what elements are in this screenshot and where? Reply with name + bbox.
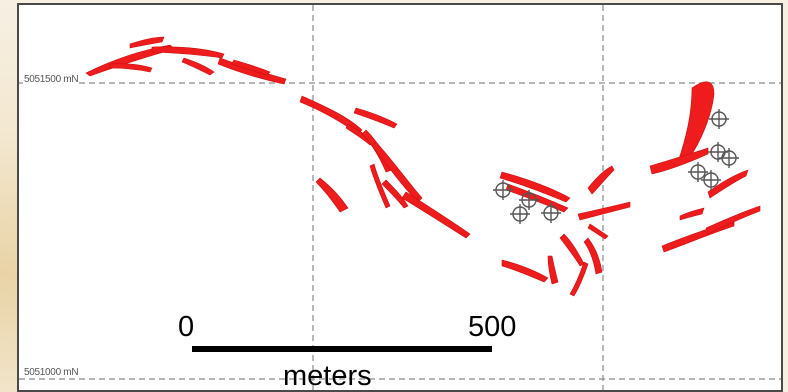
- vein-group-west: [85, 36, 287, 85]
- vein-shape: [547, 255, 559, 285]
- vein-shape: [577, 201, 631, 221]
- crosshair-circle-icon: [541, 203, 561, 223]
- vein-shape: [501, 259, 549, 283]
- vein-group-southeast: [499, 165, 631, 297]
- scale-bar-end-label: 500: [468, 311, 517, 343]
- vein-shape: [401, 191, 471, 239]
- vein-shape: [369, 163, 391, 209]
- drill-holes: [493, 109, 739, 224]
- vein-shape: [569, 261, 589, 297]
- vein-shape: [677, 81, 715, 163]
- scale-bar-start-label: 0: [178, 311, 195, 343]
- vein-group-east: [649, 81, 761, 253]
- crosshair-circle-icon: [493, 180, 513, 200]
- vein-shape: [559, 233, 585, 267]
- crosshair-circle-icon: [719, 148, 739, 168]
- scale-bar-unit-label: meters: [283, 360, 372, 392]
- vein-shape: [381, 179, 409, 209]
- vein-shape: [587, 165, 615, 195]
- crosshair-circle-icon: [688, 162, 708, 182]
- vein-shape: [129, 36, 165, 49]
- northing-label-lower: 5051000 mN: [23, 367, 80, 378]
- map-canvas: [19, 5, 781, 390]
- northing-label-upper: 5051500 mN: [23, 74, 80, 85]
- vein-shape: [679, 207, 705, 221]
- vein-shape: [151, 46, 225, 59]
- crosshair-circle-icon: [519, 190, 539, 210]
- crosshair-circle-icon: [709, 109, 729, 129]
- map-frame: 5051500 mN 5051000 mN 0 500 meters: [17, 3, 783, 392]
- vein-shape: [583, 237, 603, 275]
- vein-group-central: [299, 95, 471, 239]
- vein-shape: [499, 171, 571, 203]
- vein-shape: [707, 169, 749, 199]
- vein-shape: [705, 205, 761, 235]
- vein-shape: [231, 59, 271, 76]
- crosshair-circle-icon: [701, 170, 721, 190]
- vein-shape: [109, 63, 153, 73]
- vein-shape: [181, 57, 215, 76]
- scale-bar: [192, 346, 492, 352]
- vein-shape: [217, 57, 287, 85]
- vein-shape: [649, 147, 709, 175]
- vein-shape: [505, 183, 569, 213]
- vein-shape: [353, 107, 398, 129]
- vein-shape: [587, 223, 609, 240]
- vein-shape: [315, 177, 349, 213]
- crosshair-circle-icon: [510, 204, 530, 224]
